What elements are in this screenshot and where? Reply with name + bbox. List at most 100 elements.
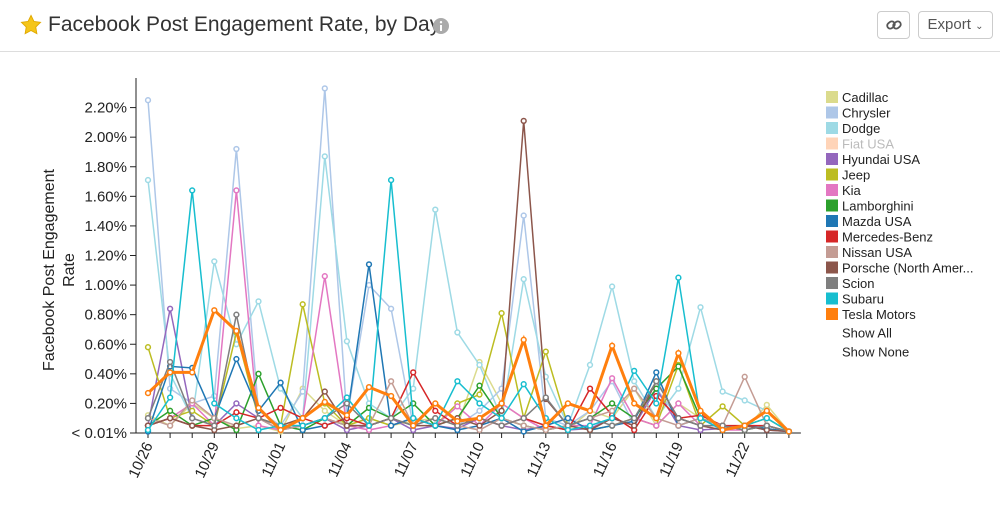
legend-label[interactable]: Lamborghini [842, 199, 914, 214]
legend-label[interactable]: Hyundai USA [842, 152, 920, 167]
legend-label[interactable]: Mazda USA [842, 214, 912, 229]
legend-swatch[interactable] [826, 246, 838, 258]
legend-swatch[interactable] [826, 277, 838, 289]
data-point [454, 425, 461, 432]
data-point [255, 426, 262, 434]
x-tick-label: 11/07 [391, 440, 422, 480]
data-point [233, 415, 240, 422]
star-icon[interactable] [20, 14, 42, 36]
data-point [277, 404, 284, 412]
legend-swatch[interactable] [826, 106, 838, 119]
info-icon[interactable] [432, 17, 450, 35]
data-point [542, 394, 549, 401]
data-point [520, 415, 527, 422]
legend-swatch[interactable] [826, 215, 838, 227]
data-point [520, 422, 527, 429]
legend-label[interactable]: Kia [842, 183, 862, 198]
data-point [277, 426, 284, 434]
legend-swatch[interactable] [826, 122, 838, 134]
data-point [586, 415, 594, 422]
data-point [233, 341, 240, 348]
data-point [631, 422, 638, 429]
legend-label[interactable]: Scion [842, 276, 875, 291]
data-point [564, 426, 572, 434]
data-point [233, 400, 240, 407]
data-point [299, 426, 306, 434]
legend-swatch[interactable] [826, 230, 838, 243]
legend-label[interactable]: Jeep [842, 168, 870, 183]
legend-swatch[interactable] [826, 292, 838, 305]
data-point [653, 400, 660, 407]
data-point [564, 415, 572, 422]
data-point [498, 415, 505, 422]
data-point [166, 415, 174, 422]
data-point [631, 400, 638, 407]
link-button[interactable] [877, 11, 910, 39]
legend-control[interactable]: Show None [842, 345, 909, 360]
legend-label[interactable]: Mercedes-Benz [842, 230, 933, 245]
data-point [520, 276, 527, 283]
data-point [741, 422, 748, 429]
data-point [189, 400, 196, 407]
series-line [147, 88, 790, 433]
x-tick-label: 11/19 [656, 440, 687, 480]
data-point [675, 422, 682, 429]
data-point [719, 403, 726, 410]
data-point [211, 307, 218, 314]
legend-swatch[interactable] [826, 184, 838, 196]
data-point [144, 97, 152, 104]
data-point [454, 422, 461, 429]
data-point [277, 426, 284, 434]
legend-label[interactable]: Chrysler [842, 106, 891, 121]
data-point [675, 415, 682, 422]
export-button[interactable]: Export ⌄ [918, 11, 993, 39]
legend-swatch[interactable] [826, 199, 838, 212]
legend-control[interactable]: Show All [842, 326, 892, 341]
data-point [343, 422, 351, 429]
data-point [343, 338, 351, 345]
legend-label[interactable]: Fiat USA [842, 137, 894, 152]
legend-swatch[interactable] [826, 261, 838, 274]
legend-swatch[interactable] [826, 308, 838, 320]
legend-swatch[interactable] [826, 91, 838, 103]
data-point [741, 422, 748, 429]
data-point [211, 415, 218, 422]
data-point [675, 400, 682, 407]
data-point [211, 422, 218, 429]
data-point [763, 415, 770, 422]
legend-swatch[interactable] [826, 168, 838, 181]
data-point [741, 426, 748, 434]
data-point [410, 418, 417, 425]
data-point [608, 400, 616, 407]
data-point [211, 415, 218, 422]
data-point [741, 422, 748, 429]
legend-label[interactable]: Cadillac [842, 90, 889, 105]
data-point [387, 415, 395, 422]
legend-label[interactable]: Dodge [842, 121, 880, 136]
y-tick-label: 1.80% [84, 159, 127, 176]
data-point [211, 426, 218, 434]
legend-swatch[interactable] [826, 137, 838, 150]
data-point [432, 415, 439, 422]
data-point [631, 378, 638, 385]
series-line [147, 120, 789, 433]
series-line [147, 190, 790, 433]
legend-label[interactable]: Tesla Motors [842, 307, 916, 322]
data-point [586, 407, 594, 414]
legend-label[interactable]: Nissan USA [842, 245, 912, 260]
legend-label[interactable]: Subaru [842, 292, 884, 307]
data-point [321, 415, 328, 422]
x-tick-label: 11/10 [457, 440, 488, 480]
legend-swatch[interactable] [826, 153, 838, 165]
data-point [144, 344, 152, 351]
data-point [321, 415, 328, 422]
data-point [277, 422, 284, 429]
data-point [432, 422, 439, 429]
data-point [211, 422, 218, 429]
data-point [410, 415, 417, 422]
data-point [564, 422, 572, 429]
data-point [211, 400, 218, 407]
data-point [542, 373, 549, 380]
legend-label[interactable]: Porsche (North Amer... [842, 261, 974, 276]
y-tick-label: 1.20% [84, 248, 127, 265]
